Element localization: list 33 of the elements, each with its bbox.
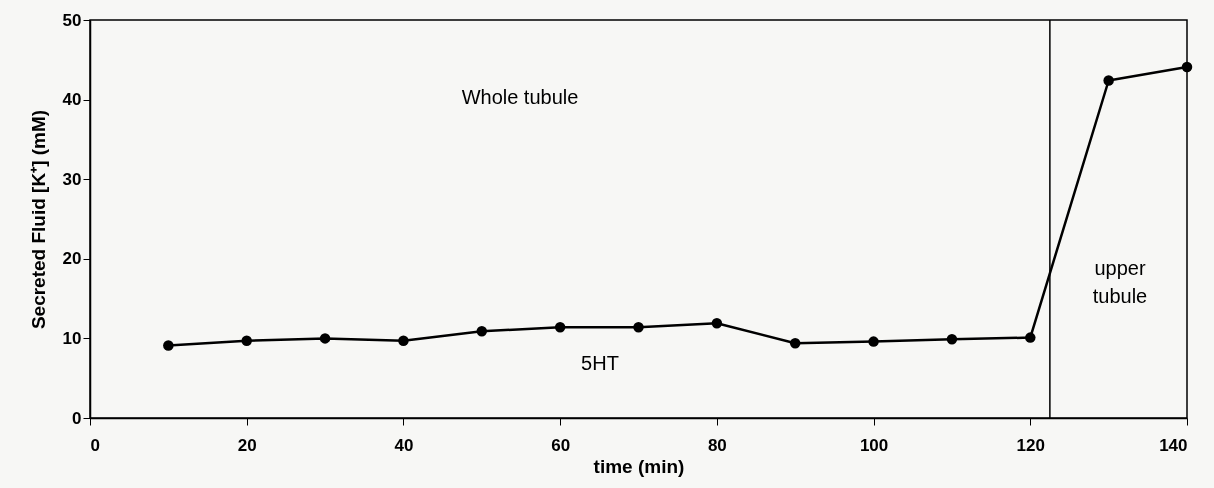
y-axis-title: Secreted Fluid [K⁺] (mM)	[27, 109, 49, 330]
x-tick-label: 0	[90, 435, 100, 455]
point	[789, 337, 801, 349]
y-tick-label: 50	[62, 10, 82, 30]
y-tick-label: 0	[72, 408, 82, 428]
point	[554, 322, 566, 333]
point	[1025, 332, 1036, 343]
point	[241, 335, 252, 347]
x-tick-label: 20	[237, 435, 257, 455]
point	[476, 326, 488, 337]
point	[319, 333, 331, 344]
point	[633, 322, 644, 333]
y-tick-label: 40	[62, 90, 82, 110]
point	[711, 318, 723, 329]
annotation: upper tubule	[1092, 257, 1148, 307]
x-axis-title: time (min)	[593, 455, 685, 477]
y-tick-label: 10	[62, 328, 82, 348]
point	[1181, 61, 1193, 73]
annotation: 5HT	[581, 352, 619, 374]
point	[946, 333, 958, 345]
x-tick-label: 60	[551, 435, 571, 455]
point	[398, 335, 409, 347]
x-tick-label: 120	[1016, 435, 1045, 455]
point	[1103, 75, 1114, 86]
point	[163, 340, 174, 351]
y-tick-label: 20	[62, 249, 82, 269]
x-tick-label: 140	[1159, 435, 1188, 455]
x-tick-label: 40	[394, 435, 414, 455]
x-tick-label: 80	[707, 435, 727, 455]
point	[868, 336, 879, 347]
x-tick-label: 100	[859, 435, 889, 455]
y-tick-label: 30	[62, 169, 82, 189]
annotation: Whole tubule	[461, 86, 579, 108]
